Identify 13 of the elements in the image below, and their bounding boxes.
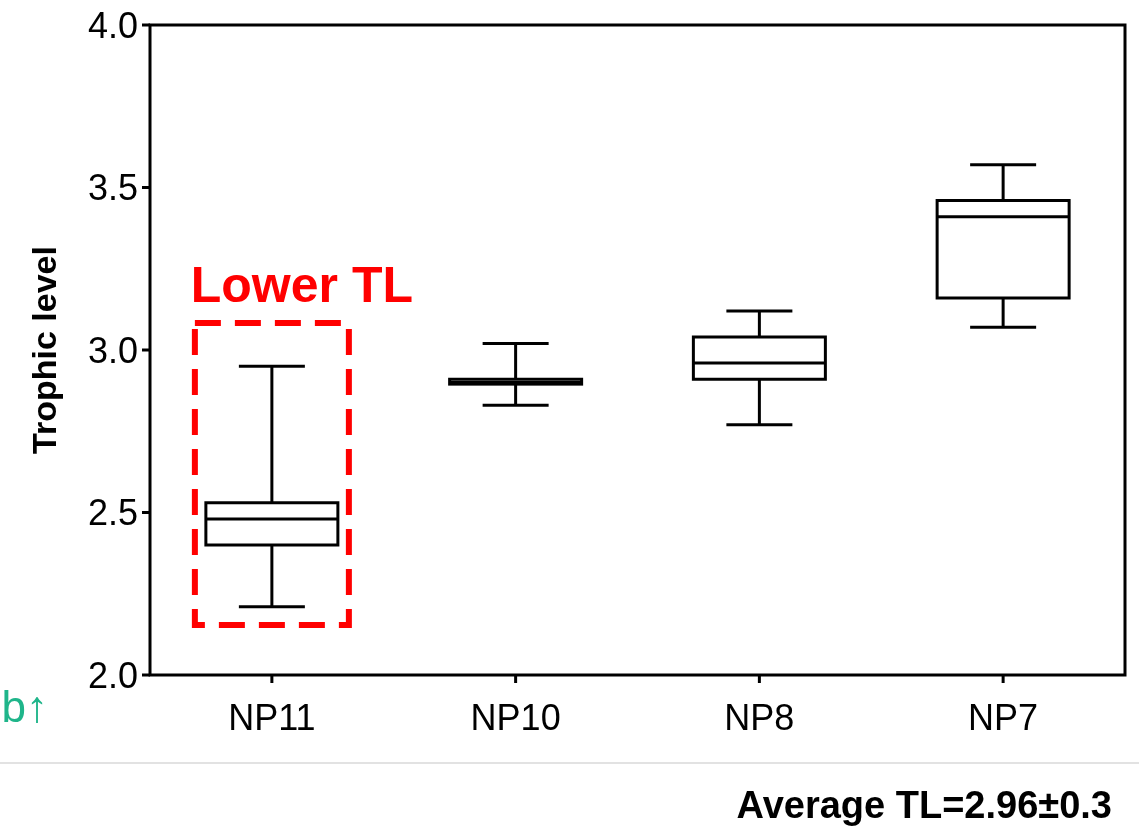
y-tick-label: 2.5	[87, 492, 138, 534]
y-tick-label: 4.0	[87, 4, 138, 46]
x-tick-label: NP11	[228, 697, 316, 738]
y-tick-label: 3.0	[87, 329, 138, 371]
x-tick-label: NP10	[470, 697, 561, 738]
text: Average TL=2.96±0.3	[736, 784, 1112, 826]
text: b↑	[1, 682, 48, 731]
annotation: Lower TL	[190, 257, 413, 313]
y-tick-label: 3.5	[87, 167, 138, 209]
x-tick-label: NP8	[724, 697, 795, 738]
y-tick-label: 2.0	[87, 654, 138, 696]
y-axis-title: Trophic level	[25, 246, 63, 454]
x-tick-label: NP7	[968, 697, 1039, 738]
